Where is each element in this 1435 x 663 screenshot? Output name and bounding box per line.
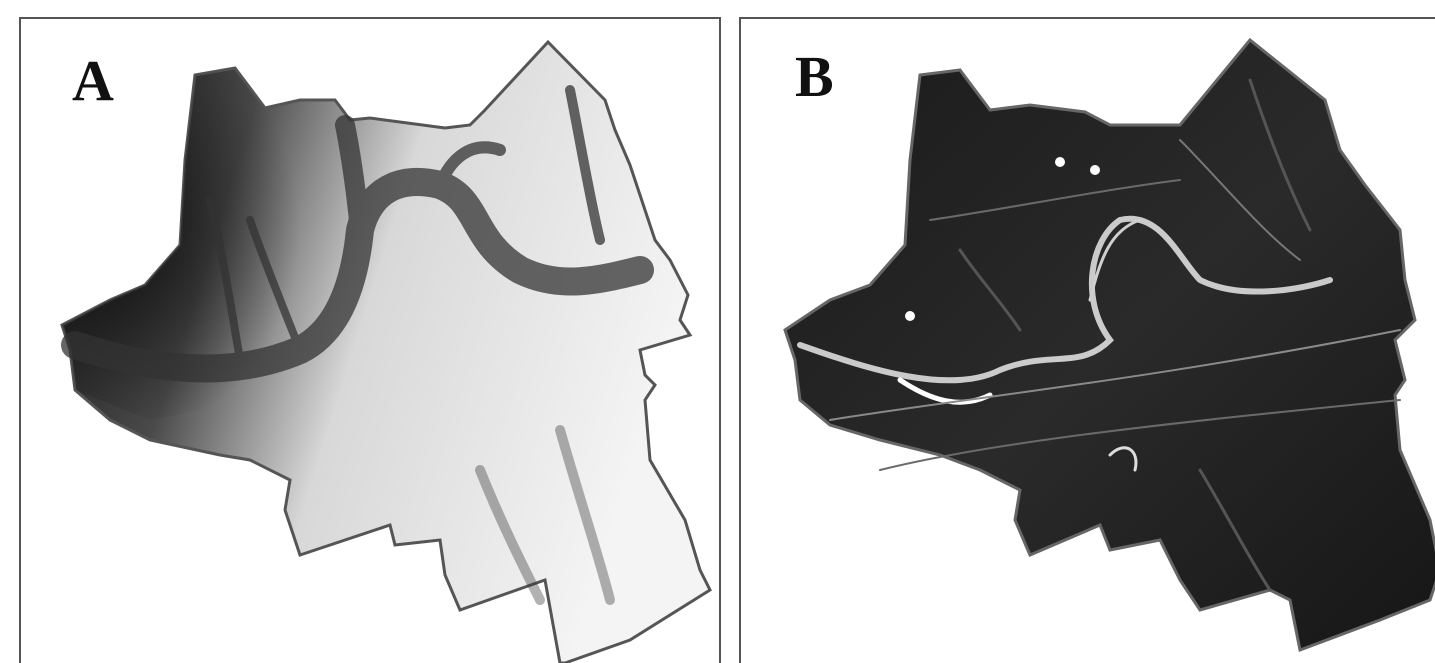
figure: A B (0, 0, 1435, 663)
panel-b: B (740, 18, 1435, 663)
bright-spot (1055, 157, 1065, 167)
panel-label: A (72, 48, 114, 113)
panel-label: B (795, 44, 834, 109)
bright-spot (905, 311, 915, 321)
panel-a: A (20, 18, 720, 663)
bright-spot (1090, 165, 1100, 175)
